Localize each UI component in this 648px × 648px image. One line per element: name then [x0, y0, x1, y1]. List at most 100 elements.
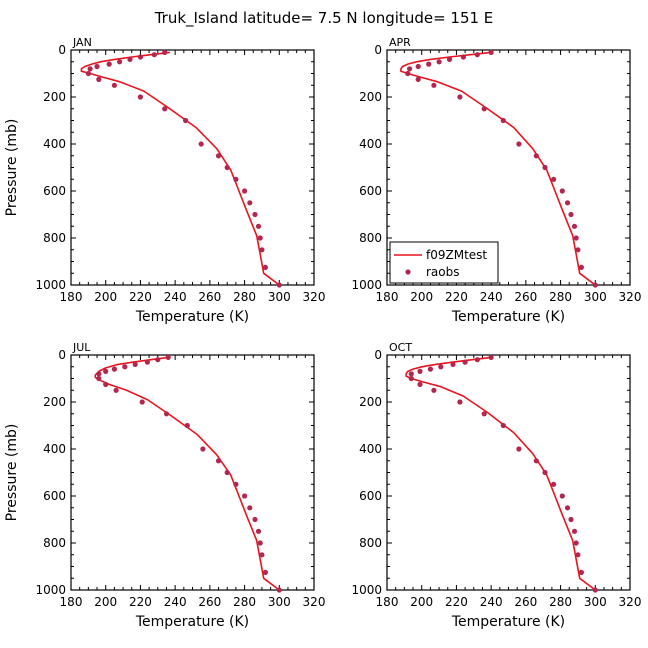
raobs-point [165, 354, 171, 360]
y-tick-label: 1000 [351, 278, 382, 292]
raobs-point [117, 59, 123, 65]
raobs-point [500, 117, 506, 124]
panel-label: JAN [72, 36, 92, 49]
raobs-point [247, 200, 253, 206]
raobs-point [103, 381, 109, 387]
raobs-point [573, 235, 579, 241]
x-tick-label: 300 [584, 290, 607, 304]
y-tick-label: 800 [359, 536, 382, 550]
x-tick-label: 320 [619, 595, 642, 609]
raobs-point [184, 422, 190, 429]
raobs-point [457, 399, 463, 405]
x-tick-label: 260 [198, 595, 221, 609]
raobs-point [559, 188, 565, 194]
raobs-point [111, 366, 117, 372]
raobs-point [500, 422, 506, 429]
raobs-point [259, 552, 265, 558]
raobs-point [573, 540, 579, 546]
panel-label: APR [389, 36, 411, 49]
model-profile-line [400, 51, 596, 286]
raobs-point [450, 361, 456, 367]
raobs-point [183, 117, 189, 124]
y-tick-label: 0 [374, 43, 382, 57]
raobs-point [87, 66, 93, 72]
x-tick-label: 300 [268, 290, 291, 304]
x-tick-label: 300 [268, 595, 291, 609]
raobs-point [262, 569, 268, 576]
y-tick-label: 400 [43, 442, 66, 456]
raobs-point [462, 359, 468, 365]
plot-frame [386, 354, 631, 591]
raobs-point [427, 366, 433, 372]
x-tick-label: 240 [480, 290, 503, 304]
x-tick-label: 280 [549, 290, 572, 304]
raobs-point [568, 211, 574, 218]
raobs-point [162, 49, 168, 56]
y-tick-label: 400 [359, 442, 382, 456]
x-tick-label: 240 [164, 290, 187, 304]
legend-box [389, 241, 499, 284]
raobs-point [481, 106, 487, 112]
raobs-point [106, 61, 112, 67]
y-tick-label: 0 [58, 348, 66, 362]
raobs-point [252, 516, 258, 523]
x-tick-label: 220 [129, 595, 152, 609]
panel-jul: 180 200 220 240 260 280 300 320 0 200 400 600 800 100… [4, 341, 325, 630]
raobs-point [96, 371, 102, 377]
panel-oct: 180 200 220 240 260 280 300 320 0 200 400 600 800 100… [351, 341, 641, 630]
raobs-point [438, 364, 444, 370]
raobs-point [568, 516, 574, 523]
y-tick-label: 200 [43, 395, 66, 409]
raobs-point [276, 282, 282, 288]
x-tick-label: 200 [94, 290, 117, 304]
model-profile-line [405, 356, 596, 591]
raobs-point [122, 364, 128, 370]
raobs-point [252, 211, 258, 218]
x-tick-label: 320 [619, 290, 642, 304]
x-tick-label: 180 [60, 290, 83, 304]
y-tick-label: 400 [43, 137, 66, 151]
x-tick-label: 260 [198, 290, 221, 304]
x-tick-label: 220 [445, 290, 468, 304]
x-tick-label: 320 [303, 595, 326, 609]
legend-model-label: f09ZMtest [426, 248, 487, 262]
raobs-point [408, 375, 414, 382]
raobs-point [417, 368, 423, 374]
raobs-point [446, 56, 453, 63]
raobs-point [242, 493, 248, 499]
raobs-point [276, 587, 282, 593]
legend-dot-swatch [405, 269, 411, 275]
raobs-point [551, 481, 557, 487]
raobs-point [259, 247, 265, 253]
raobs-point [96, 76, 102, 82]
raobs-point [578, 264, 585, 270]
raobs-point [516, 446, 522, 452]
x-tick-label: 300 [584, 595, 607, 609]
y-tick-label: 1000 [35, 583, 66, 597]
raobs-point [575, 552, 581, 558]
y-tick-label: 1000 [35, 278, 66, 292]
raobs-point [559, 493, 565, 499]
y-tick-label: 600 [359, 489, 382, 503]
raobs-point [139, 399, 145, 405]
raobs-point [542, 469, 548, 476]
raobs-point [460, 54, 466, 60]
raobs-point [215, 153, 222, 159]
raobs-point [474, 52, 480, 58]
raobs-point [255, 223, 262, 229]
x-tick-label: 260 [514, 290, 537, 304]
raobs-point [481, 411, 487, 417]
raobs-point [542, 164, 548, 171]
x-tick-label: 200 [410, 595, 433, 609]
raobs-point [94, 63, 100, 70]
panel-label: JUL [72, 341, 91, 354]
y-tick-label: 0 [374, 348, 382, 362]
raobs-point [85, 70, 91, 77]
y-axis-label: Pressure (mb) [4, 424, 20, 522]
raobs-point [533, 153, 539, 159]
raobs-point [257, 540, 263, 546]
x-tick-label: 180 [376, 595, 399, 609]
raobs-point [488, 49, 494, 56]
raobs-point [247, 505, 253, 511]
